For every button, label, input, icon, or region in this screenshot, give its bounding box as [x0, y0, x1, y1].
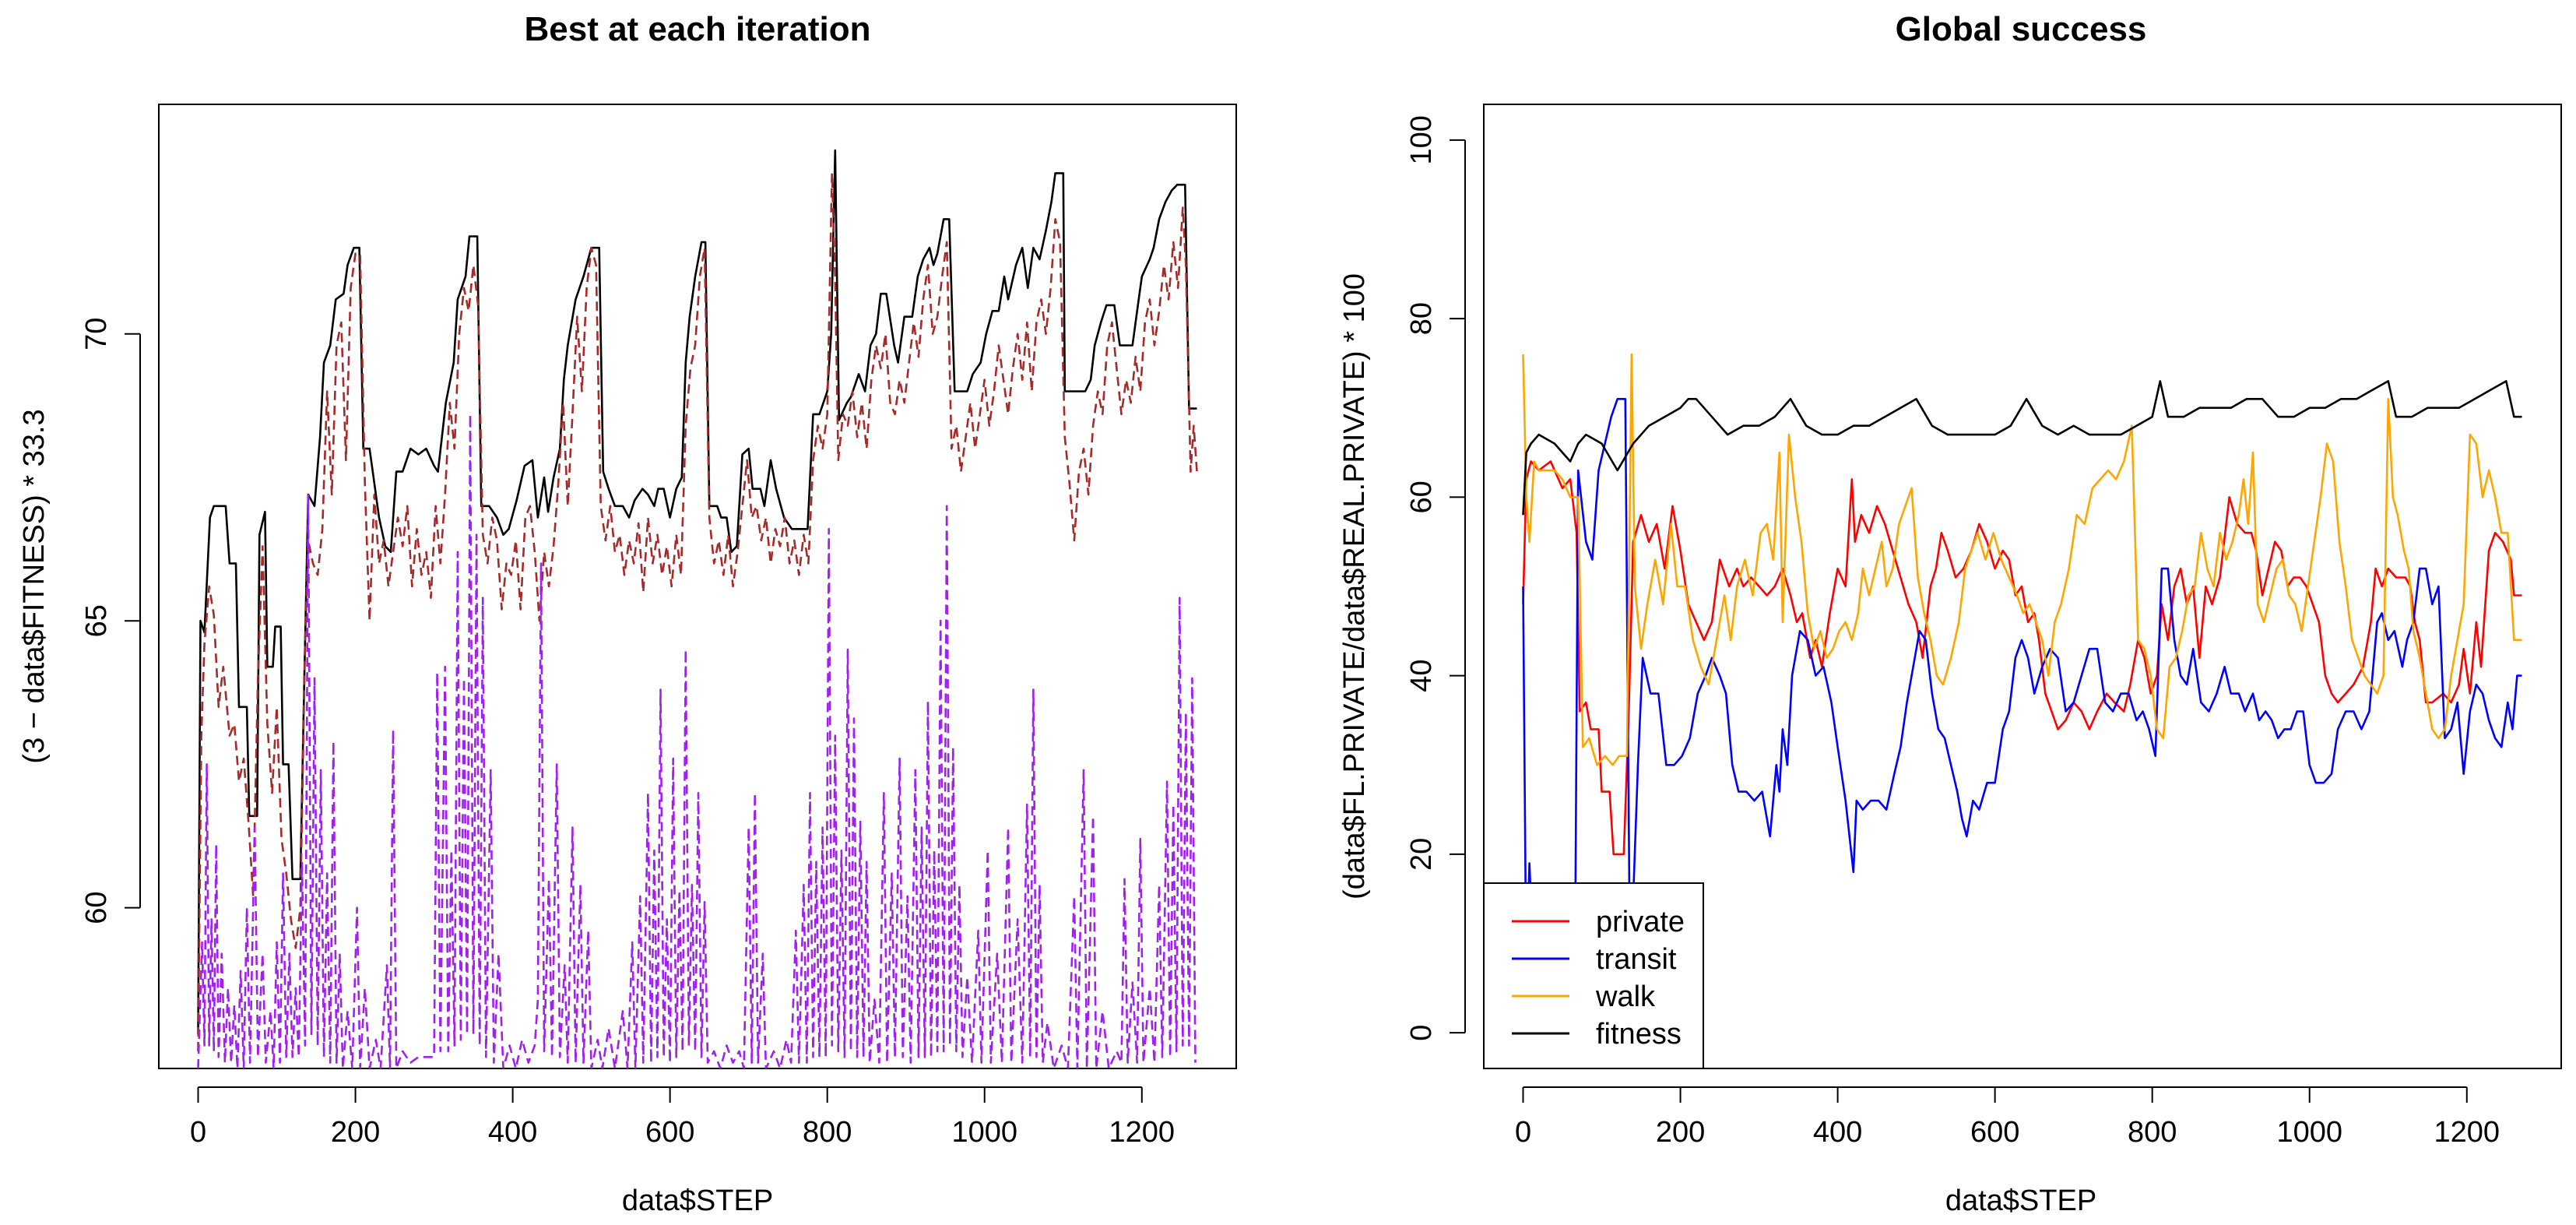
y-tick-label: 80: [1405, 302, 1438, 335]
chart-title: Best at each iteration: [524, 10, 870, 48]
plot-frame: [1483, 104, 2562, 1069]
y-tick-label: 40: [1405, 659, 1438, 692]
x-tick-label: 600: [645, 1116, 694, 1149]
series-line-population-best: [197, 172, 1198, 1051]
series-line-population-mean: [197, 413, 1197, 1068]
series-line-best: [197, 149, 1197, 1034]
chart-global-success: Global success 0 200 400 600 800 1000 1200 0 20…: [1338, 10, 2562, 1217]
y-tick-label: 60: [1405, 480, 1438, 513]
plot-area: [1522, 353, 2522, 980]
y-tick-label: 70: [80, 318, 113, 350]
x-tick-label: 0: [190, 1116, 206, 1149]
legend-box: [1483, 882, 1704, 1069]
plot-frame: [158, 104, 1237, 1069]
legend: private transit walk fitness: [1483, 882, 1704, 1069]
x-tick-label: 200: [1656, 1116, 1705, 1149]
series-line-transit: [1522, 397, 2522, 980]
series-line-walk: [1522, 353, 2522, 766]
x-tick-label: 1200: [2434, 1116, 2500, 1149]
x-tick-label: 800: [803, 1116, 852, 1149]
chart-best-at-each-iteration: Best at each iteration 0 200 400 600 800 1000…: [18, 10, 1237, 1217]
y-axis-title: (data$FL.PRIVATE/data$REAL.PRIVATE) * 10…: [1338, 273, 1371, 899]
y-axis: 60 65 70: [80, 318, 141, 924]
x-tick-label: 1200: [1109, 1116, 1176, 1149]
x-tick-label: 1000: [2276, 1116, 2342, 1149]
y-tick-label: 100: [1405, 115, 1438, 164]
y-tick-label: 0: [1405, 1025, 1438, 1041]
legend-label-fitness: fitness: [1596, 1018, 1682, 1051]
x-tick-label: 400: [1813, 1116, 1862, 1149]
series-line-fitness: [1522, 380, 2522, 516]
x-tick-label: 600: [1970, 1116, 2019, 1149]
x-axis-title: data$STEP: [622, 1185, 773, 1217]
x-tick-label: 1000: [951, 1116, 1017, 1149]
chart-title: Global success: [1896, 10, 2147, 48]
y-tick-label: 20: [1405, 838, 1438, 871]
x-axis: 0 200 400 600 800 1000 1200: [190, 1086, 1176, 1149]
legend-label-transit: transit: [1596, 943, 1677, 976]
x-axis-title: data$STEP: [1945, 1185, 2096, 1217]
y-tick-label: 65: [80, 604, 113, 637]
x-tick-label: 800: [2128, 1116, 2177, 1149]
y-axis-title: (3 − data$FITNESS) * 33.3: [18, 409, 51, 763]
x-axis: 0 200 400 600 800 1000 1200: [1515, 1086, 2500, 1149]
legend-label-walk: walk: [1595, 980, 1656, 1013]
x-tick-label: 400: [488, 1116, 537, 1149]
x-tick-label: 200: [331, 1116, 380, 1149]
plot-area: [197, 149, 1198, 1068]
y-tick-label: 60: [80, 892, 113, 924]
x-tick-label: 0: [1515, 1116, 1531, 1149]
y-axis: 0 20 40 60 80 100: [1405, 115, 1466, 1041]
legend-label-private: private: [1596, 906, 1685, 938]
